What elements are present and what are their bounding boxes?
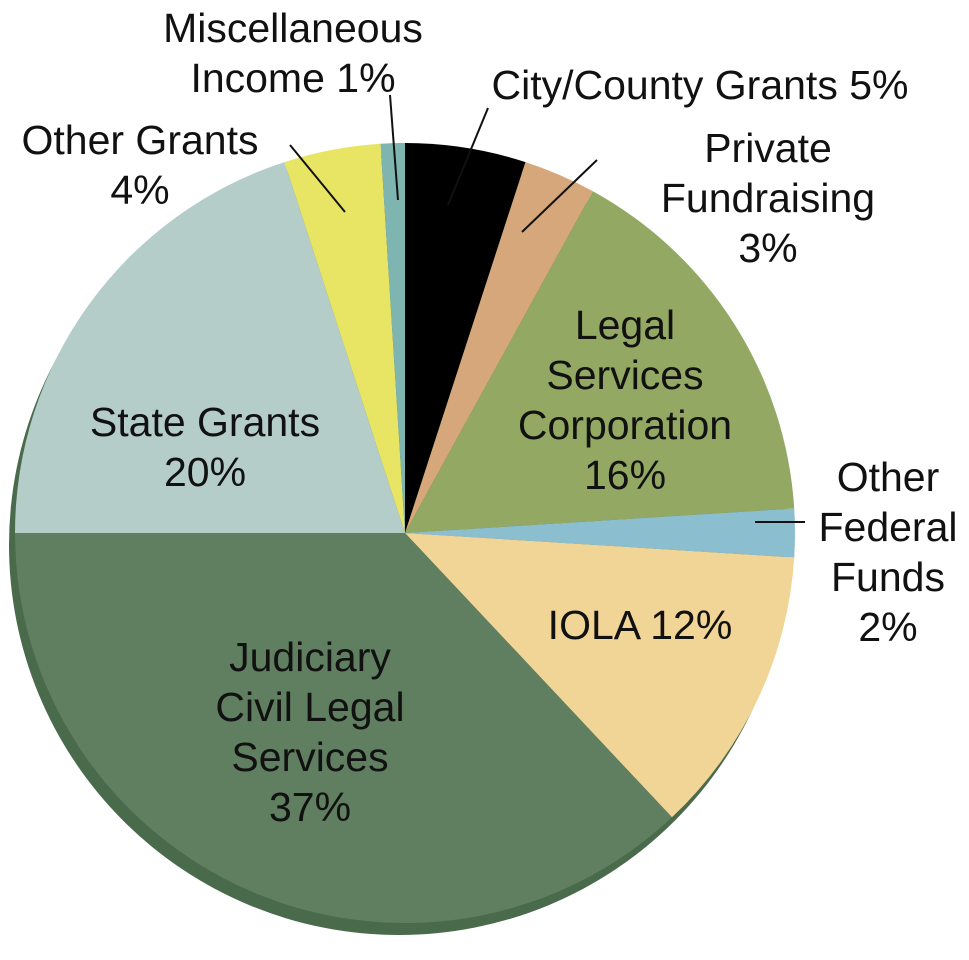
slice-label: Judiciary Civil Legal Services 37%	[190, 632, 430, 832]
slice-label: IOLA 12%	[520, 600, 760, 650]
leader-line	[521, 159, 598, 233]
slice-label: Other Federal Funds 2%	[808, 452, 968, 652]
value-label: 16%	[583, 452, 667, 498]
value-label: 20%	[163, 449, 247, 495]
value-label: 12%	[650, 602, 733, 648]
category-label: State Grants	[89, 399, 321, 445]
leader-line	[389, 94, 399, 201]
value-label: 1%	[336, 55, 396, 101]
slice-label: Other Grants 4%	[0, 115, 290, 215]
pie-slice	[405, 533, 795, 818]
slice-label: Legal Services Corporation 16%	[495, 300, 755, 500]
pie-slice	[284, 143, 405, 533]
slice-label: Miscellaneous Income 1%	[128, 3, 458, 103]
slice-label: Private Fundraising 3%	[628, 123, 908, 273]
pie-slice	[405, 143, 526, 533]
pie-slice	[15, 533, 672, 924]
category-label: Legal Services Corporation	[517, 302, 733, 448]
value-label: 37%	[268, 784, 352, 830]
value-label: 3%	[738, 225, 798, 271]
leader-line	[447, 107, 489, 206]
value-label: 2%	[858, 604, 918, 650]
value-label: 4%	[110, 167, 170, 213]
value-label: 5%	[849, 62, 909, 108]
category-label: City/County Grants	[491, 62, 838, 108]
category-label: Other Grants	[21, 117, 259, 163]
pie-slice	[380, 143, 405, 533]
category-label: Miscellaneous Income	[163, 5, 423, 101]
pie-slice	[405, 162, 593, 533]
category-label: Private Fundraising	[660, 125, 876, 221]
category-label: Other Federal Funds	[818, 454, 958, 600]
slice-label: State Grants 20%	[55, 397, 355, 497]
category-label: IOLA	[547, 602, 639, 648]
category-label: Judiciary Civil Legal Services	[215, 634, 405, 780]
pie-slice	[15, 162, 405, 533]
leader-line	[289, 144, 346, 213]
pie-slice	[405, 508, 795, 558]
pie-slice	[405, 191, 795, 533]
slice-label: City/County Grants 5%	[450, 60, 950, 110]
